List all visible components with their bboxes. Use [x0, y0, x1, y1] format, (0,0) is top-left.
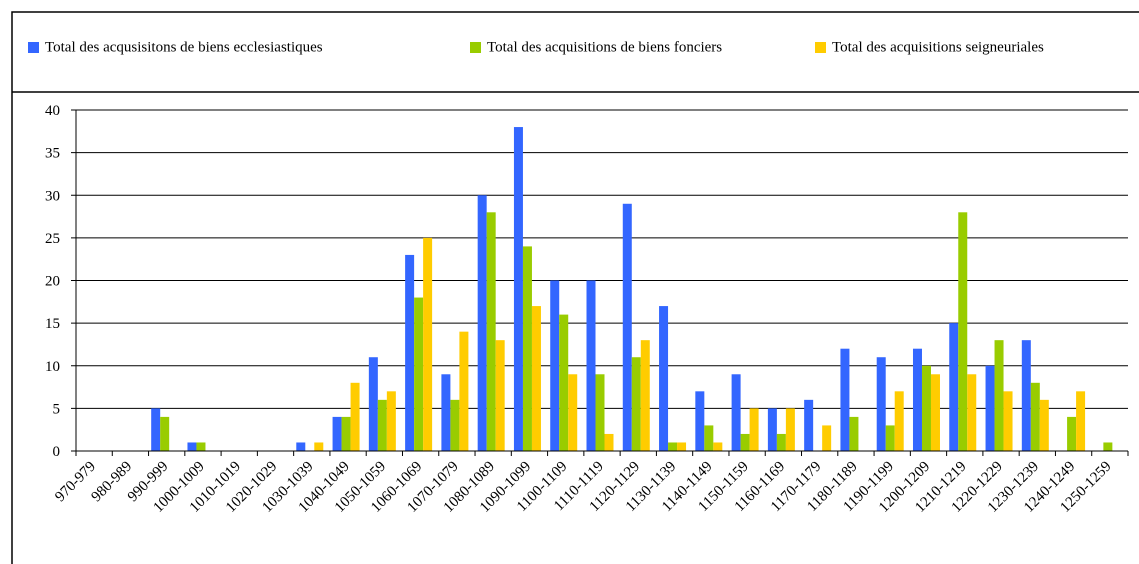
bar — [486, 212, 496, 451]
bar — [659, 306, 669, 451]
legend-swatch — [470, 42, 481, 53]
bar — [949, 323, 959, 451]
bar — [622, 203, 632, 451]
bar — [568, 374, 578, 451]
bar — [459, 331, 469, 451]
bar — [604, 433, 614, 451]
bar — [151, 408, 161, 451]
bar — [296, 442, 306, 451]
legend: Total des acqusisitons de biens ecclesia… — [28, 39, 1044, 55]
bar — [586, 280, 596, 451]
bar — [1021, 340, 1031, 451]
plot: 0510152025303540970-979980-989990-999100… — [45, 103, 1129, 516]
bar — [876, 357, 886, 451]
bar — [985, 365, 995, 451]
bar — [350, 382, 360, 451]
legend-label: Total des acqusisitons de biens ecclesia… — [45, 39, 323, 55]
bar — [921, 365, 931, 451]
bar — [776, 433, 786, 451]
bar — [1003, 391, 1013, 451]
bar — [414, 297, 424, 451]
y-tick-label: 5 — [53, 401, 61, 417]
bar — [368, 357, 378, 451]
bar — [377, 399, 387, 451]
bar — [677, 442, 687, 451]
bar — [840, 348, 850, 451]
bar — [405, 254, 415, 451]
bar — [341, 416, 351, 451]
y-tick-label: 40 — [45, 103, 60, 119]
bar — [695, 391, 705, 451]
bar — [559, 314, 569, 451]
bar — [550, 280, 560, 451]
bar — [513, 127, 523, 452]
bar — [640, 340, 650, 451]
bar — [1103, 442, 1113, 451]
y-tick-label: 10 — [45, 359, 60, 375]
bar — [930, 374, 940, 451]
bar — [994, 340, 1004, 451]
bar — [894, 391, 904, 451]
bar — [749, 408, 759, 451]
bar — [740, 433, 750, 451]
legend-swatch — [28, 42, 39, 53]
bar — [160, 416, 170, 451]
bar — [386, 391, 396, 451]
bar — [423, 237, 433, 451]
legend-swatch — [815, 42, 826, 53]
bar — [785, 408, 795, 451]
bar — [196, 442, 206, 451]
legend-label: Total des acquisitions de biens fonciers — [487, 39, 722, 55]
bar — [450, 399, 460, 451]
y-tick-label: 25 — [45, 231, 60, 247]
bar — [849, 416, 859, 451]
bar — [495, 340, 505, 451]
bar — [1076, 391, 1086, 451]
bar — [595, 374, 605, 451]
bar — [441, 374, 451, 451]
y-tick-label: 35 — [45, 146, 60, 162]
bar — [912, 348, 922, 451]
bar — [1030, 382, 1040, 451]
bar — [314, 442, 324, 451]
bar — [477, 195, 487, 451]
y-tick-label: 30 — [45, 188, 60, 204]
bar — [631, 357, 641, 451]
bar — [531, 306, 541, 451]
bar — [767, 408, 777, 451]
bar — [885, 425, 895, 451]
bar — [1067, 416, 1077, 451]
bar — [332, 416, 342, 451]
legend-label: Total des acquisitions seigneuriales — [832, 39, 1044, 55]
bar — [704, 425, 714, 451]
y-tick-label: 15 — [45, 316, 60, 332]
y-tick-label: 0 — [53, 444, 61, 460]
bar — [822, 425, 832, 451]
bar — [668, 442, 678, 451]
bar — [187, 442, 197, 451]
bar — [958, 212, 968, 451]
bar — [731, 374, 741, 451]
bar — [522, 246, 532, 451]
y-tick-label: 20 — [45, 274, 60, 290]
chart-border — [11, 11, 1139, 564]
bar — [804, 399, 814, 451]
bar — [1039, 399, 1049, 451]
bar — [967, 374, 977, 451]
bar — [713, 442, 723, 451]
